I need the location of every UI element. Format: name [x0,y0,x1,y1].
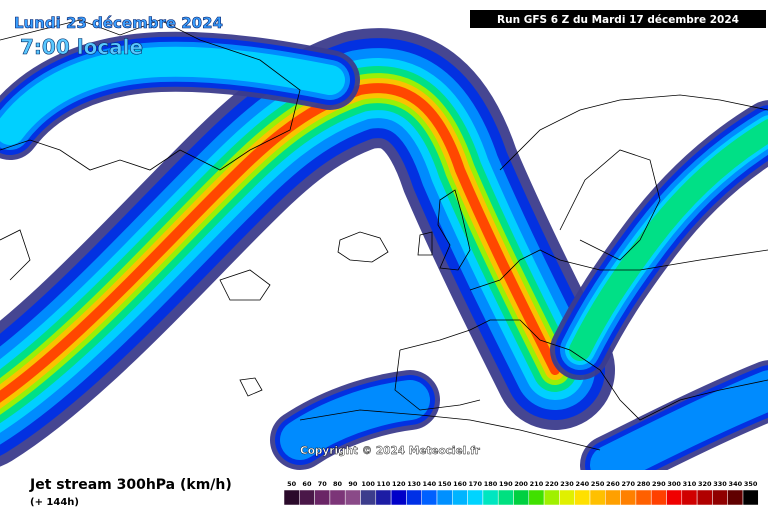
legend-swatch [528,489,545,506]
legend-swatch [375,489,392,506]
legend-label: 270 [621,480,635,488]
jet-band [590,370,768,485]
legend-swatch [467,489,484,506]
legend-label: 60 [302,480,312,488]
legend-label: 50 [287,480,297,488]
forecast-lead: (+ 144h) [30,497,79,508]
legend-swatch [344,489,361,506]
scandinavia [499,94,768,261]
legend-swatch [620,489,637,506]
legend-swatch [635,489,652,506]
legend-label: 280 [637,480,651,488]
legend-label: 170 [468,480,482,488]
legend-swatch [589,489,606,506]
coastlines [0,19,768,451]
legend-label: 100 [361,480,375,488]
legend-swatch [360,489,377,506]
legend-label: 190 [499,480,513,488]
legend-label: 120 [392,480,406,488]
canada [0,229,271,397]
europe [299,249,768,451]
legend-label: 140 [423,480,437,488]
legend-label: 80 [333,480,343,488]
legend-swatch [329,489,346,506]
legend-label: 90 [348,480,358,488]
jet-band [569,119,768,361]
legend-swatch [712,489,728,506]
legend-label: 350 [744,480,758,488]
legend-label: 250 [591,480,605,488]
legend-label: 110 [377,480,391,488]
legend-swatch [452,489,468,506]
legend-label: 230 [560,480,574,488]
legend-swatch [314,489,331,506]
legend-swatch [650,489,667,506]
forecast-time: 7:00 locale [20,35,143,59]
legend-label: 300 [667,480,681,488]
legend-swatch [666,489,683,506]
legend-label: 220 [545,480,559,488]
legend-swatch [559,489,575,506]
legend-label: 340 [729,480,743,488]
legend-swatch [283,489,300,506]
color-legend: 50 60 70 80 90 100 110 120 130 140 150 160 170 180 190… [283,480,759,506]
greenland [0,19,301,171]
legend-swatch [727,489,744,506]
legend-label: 160 [453,480,467,488]
run-info: Run GFS 6 Z du Mardi 17 décembre 2024 [497,14,739,26]
legend-swatch [436,489,453,506]
legend-label: 200 [514,480,528,488]
run-banner [470,10,766,28]
legend-swatch [421,489,438,506]
legend-label: 180 [484,480,498,488]
legend-swatch [574,489,591,506]
legend-swatch [605,489,621,506]
copyright: Copyright © 2024 Meteociel.fr [300,445,481,457]
britain [417,189,471,271]
jet-band [280,380,430,460]
jet-band [0,46,345,145]
legend-label: 150 [438,480,452,488]
forecast-date: Lundi 23 décembre 2024 [14,14,223,32]
header: Lundi 23 décembre 2024 7:00 locale Run G… [14,10,766,59]
legend-label: 320 [698,480,712,488]
legend-label: 130 [407,480,421,488]
legend-swatch [543,489,560,506]
legend-swatch [696,489,713,506]
legend-label: 210 [530,480,544,488]
legend-label: 310 [683,480,697,488]
legend-label: 290 [652,480,666,488]
legend-swatch [406,489,422,506]
footer-title: Jet stream 300hPa (km/h) [29,477,232,493]
legend-label: 240 [576,480,590,488]
legend-swatch [513,489,530,506]
jet-stream [0,28,768,495]
jet-layers [0,28,768,495]
legend-label: 260 [606,480,620,488]
legend-swatch [390,489,407,506]
legend-swatch [742,489,759,506]
legend-swatch [299,489,315,506]
legend-swatch [482,489,499,506]
iceland [337,231,389,263]
legend-label: 330 [713,480,727,488]
legend-label: 70 [318,480,328,488]
legend-swatch [681,489,698,506]
legend-swatch [497,489,514,506]
